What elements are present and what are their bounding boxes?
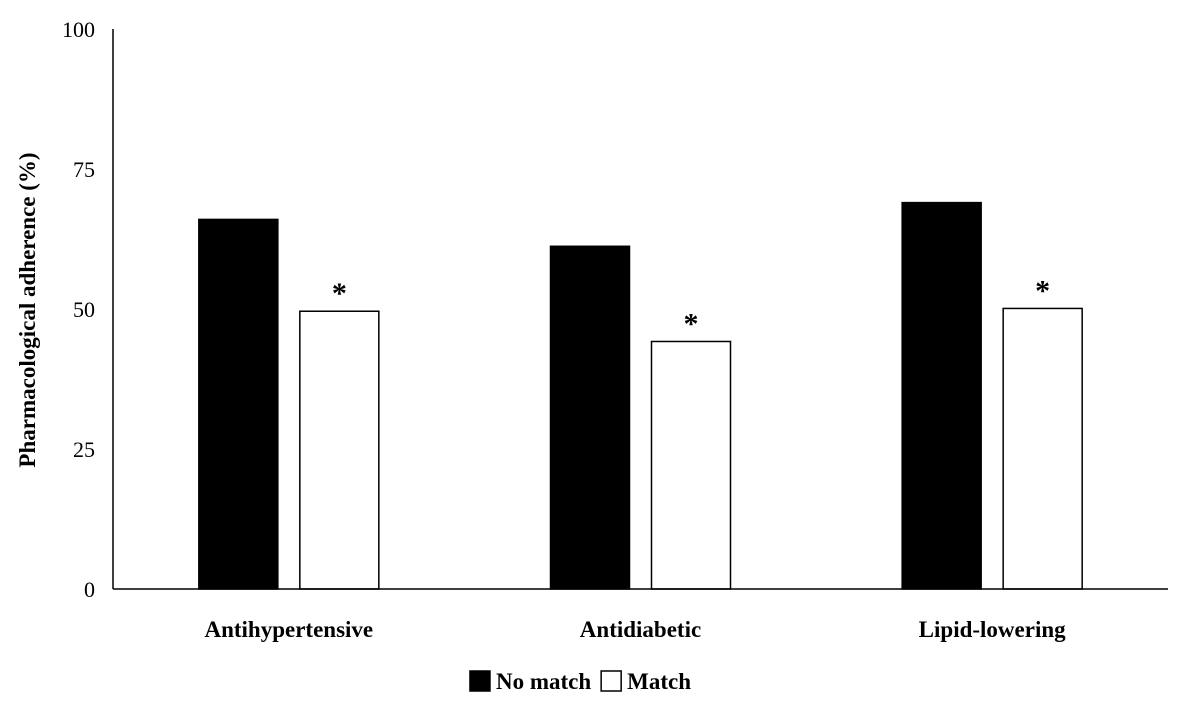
significance-star: *: [1035, 274, 1050, 307]
legend-label: No match: [496, 669, 591, 694]
y-tick-label: 25: [73, 437, 95, 462]
significance-markers: * * *: [332, 274, 1050, 340]
bar-no-match: [901, 201, 982, 590]
legend: No match Match: [469, 669, 691, 694]
y-axis-label: Pharmacological adherence (%): [15, 152, 40, 467]
legend-label: Match: [627, 669, 691, 694]
significance-star: *: [684, 307, 699, 340]
y-tick-label: 100: [62, 17, 95, 42]
bars: [198, 201, 1083, 590]
bar-match: [299, 310, 380, 590]
legend-swatch: [469, 670, 491, 692]
y-tick-labels: 0 25 50 75 100: [62, 17, 95, 602]
x-tick-label: Antidiabetic: [580, 617, 701, 642]
x-tick-labels: Antihypertensive Antidiabetic Lipid-loweri…: [204, 617, 1066, 642]
legend-swatch: [600, 670, 622, 692]
y-tick-label: 50: [73, 297, 95, 322]
legend-item: Match: [600, 669, 691, 694]
bar-match: [1002, 307, 1083, 590]
bar-no-match: [549, 245, 631, 590]
bar-match: [650, 340, 732, 590]
bar-no-match: [198, 218, 279, 590]
x-tick-label: Lipid-lowering: [919, 617, 1066, 642]
significance-star: *: [332, 277, 347, 310]
legend-item: No match: [469, 669, 591, 694]
x-tick-label: Antihypertensive: [204, 617, 373, 642]
y-tick-label: 75: [73, 157, 95, 182]
y-tick-label: 0: [84, 577, 95, 602]
